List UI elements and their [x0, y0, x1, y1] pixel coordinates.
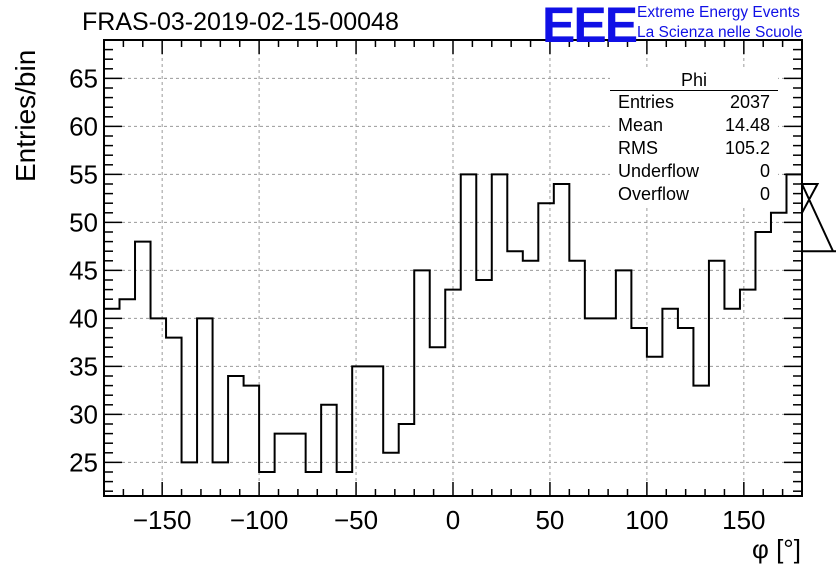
histogram-bin: [399, 424, 415, 496]
histogram-bin: [693, 386, 709, 496]
y-tick-label: 45: [69, 255, 98, 285]
stats-title: Phi: [610, 70, 778, 91]
histogram-bin: [476, 280, 492, 496]
y-tick-label: 60: [69, 111, 98, 141]
y-tick-label: 30: [69, 399, 98, 429]
histogram-bin: [600, 318, 616, 496]
histogram-bin: [755, 232, 771, 496]
histogram-bin: [461, 174, 477, 496]
histogram-bin: [135, 242, 151, 496]
y-axis-ticks: 25 30 35 40 45 50 55 60 65: [69, 39, 802, 492]
histogram-bin: [709, 261, 725, 496]
histogram-bin: [151, 318, 167, 496]
y-tick-label: 35: [69, 351, 98, 381]
x-tick-label: −150: [133, 505, 192, 535]
x-tick-label: 50: [535, 505, 564, 535]
histogram-bin: [352, 366, 368, 496]
histogram-bin: [445, 290, 461, 496]
histogram-bin: [275, 434, 291, 496]
histogram-bin: [244, 386, 260, 496]
histogram-bin: [554, 184, 570, 496]
x-tick-label: −50: [334, 505, 378, 535]
histogram-bin: [631, 328, 647, 496]
histogram-bin: [166, 338, 182, 496]
histogram-bin: [585, 318, 601, 496]
x-tick-label: 150: [722, 505, 765, 535]
histogram-bin: [647, 357, 663, 496]
y-tick-label: 40: [69, 303, 98, 333]
x-tick-label: 100: [625, 505, 668, 535]
chart-title: FRAS-03-2019-02-15-00048: [82, 8, 399, 36]
histogram-bin: [740, 290, 756, 496]
histogram-bin: [724, 309, 740, 496]
logo-caption-line1: Extreme Energy Events: [637, 4, 800, 21]
histogram-step-line: [104, 173, 836, 473]
histogram-bin: [569, 261, 585, 496]
histogram-bin: [538, 203, 554, 496]
x-axis-label: φ [°]: [752, 534, 801, 564]
histogram-bin: [507, 251, 523, 496]
histogram-bin: [678, 328, 694, 496]
histogram-bin: [197, 318, 213, 496]
stats-row-rms: RMS 105.2: [618, 138, 770, 158]
histogram-bin: [228, 376, 244, 496]
histogram-bin: [337, 472, 353, 496]
histogram-bin: [492, 174, 508, 496]
y-tick-label: 50: [69, 207, 98, 237]
histogram-bin: [368, 366, 384, 496]
histogram-bin: [414, 270, 430, 496]
histogram-bin: [771, 213, 787, 496]
histogram-bin: [662, 309, 678, 496]
histogram-bin: [383, 453, 399, 496]
histogram-line: [104, 173, 836, 496]
histogram-bin: [290, 434, 306, 496]
y-tick-label: 55: [69, 159, 98, 189]
y-axis-label: Entries/bin: [10, 49, 41, 182]
histogram-bin: [120, 299, 136, 496]
histogram-bin: [616, 270, 632, 496]
logo-caption-line2: La Scienza nelle Scuole: [637, 24, 803, 41]
histogram-bin: [523, 261, 539, 496]
histogram-bin: [182, 462, 198, 496]
stats-box: Phi Entries 2037 Mean 14.48 RMS 105.2 Under…: [610, 70, 778, 206]
stats-row-overflow: Overflow 0: [618, 184, 770, 204]
x-axis-ticks: −150 −100 −50 0 50 100 150: [103, 40, 803, 535]
logo-caption: Extreme Energy Events La Scienza nelle S…: [637, 3, 802, 43]
x-tick-label: 0: [446, 505, 460, 535]
histogram-bin: [430, 347, 446, 496]
y-tick-label: 65: [69, 63, 98, 93]
stats-row-mean: Mean 14.48: [618, 115, 770, 135]
stats-row-underflow: Underflow 0: [618, 161, 770, 181]
histogram-bin: [259, 472, 275, 496]
histogram-bin: [321, 405, 337, 496]
y-tick-label: 25: [69, 447, 98, 477]
stats-row-entries: Entries 2037: [618, 92, 770, 112]
histogram-bin: [306, 472, 322, 496]
eee-logo: EEE: [542, 0, 638, 53]
x-tick-label: −100: [230, 505, 289, 535]
